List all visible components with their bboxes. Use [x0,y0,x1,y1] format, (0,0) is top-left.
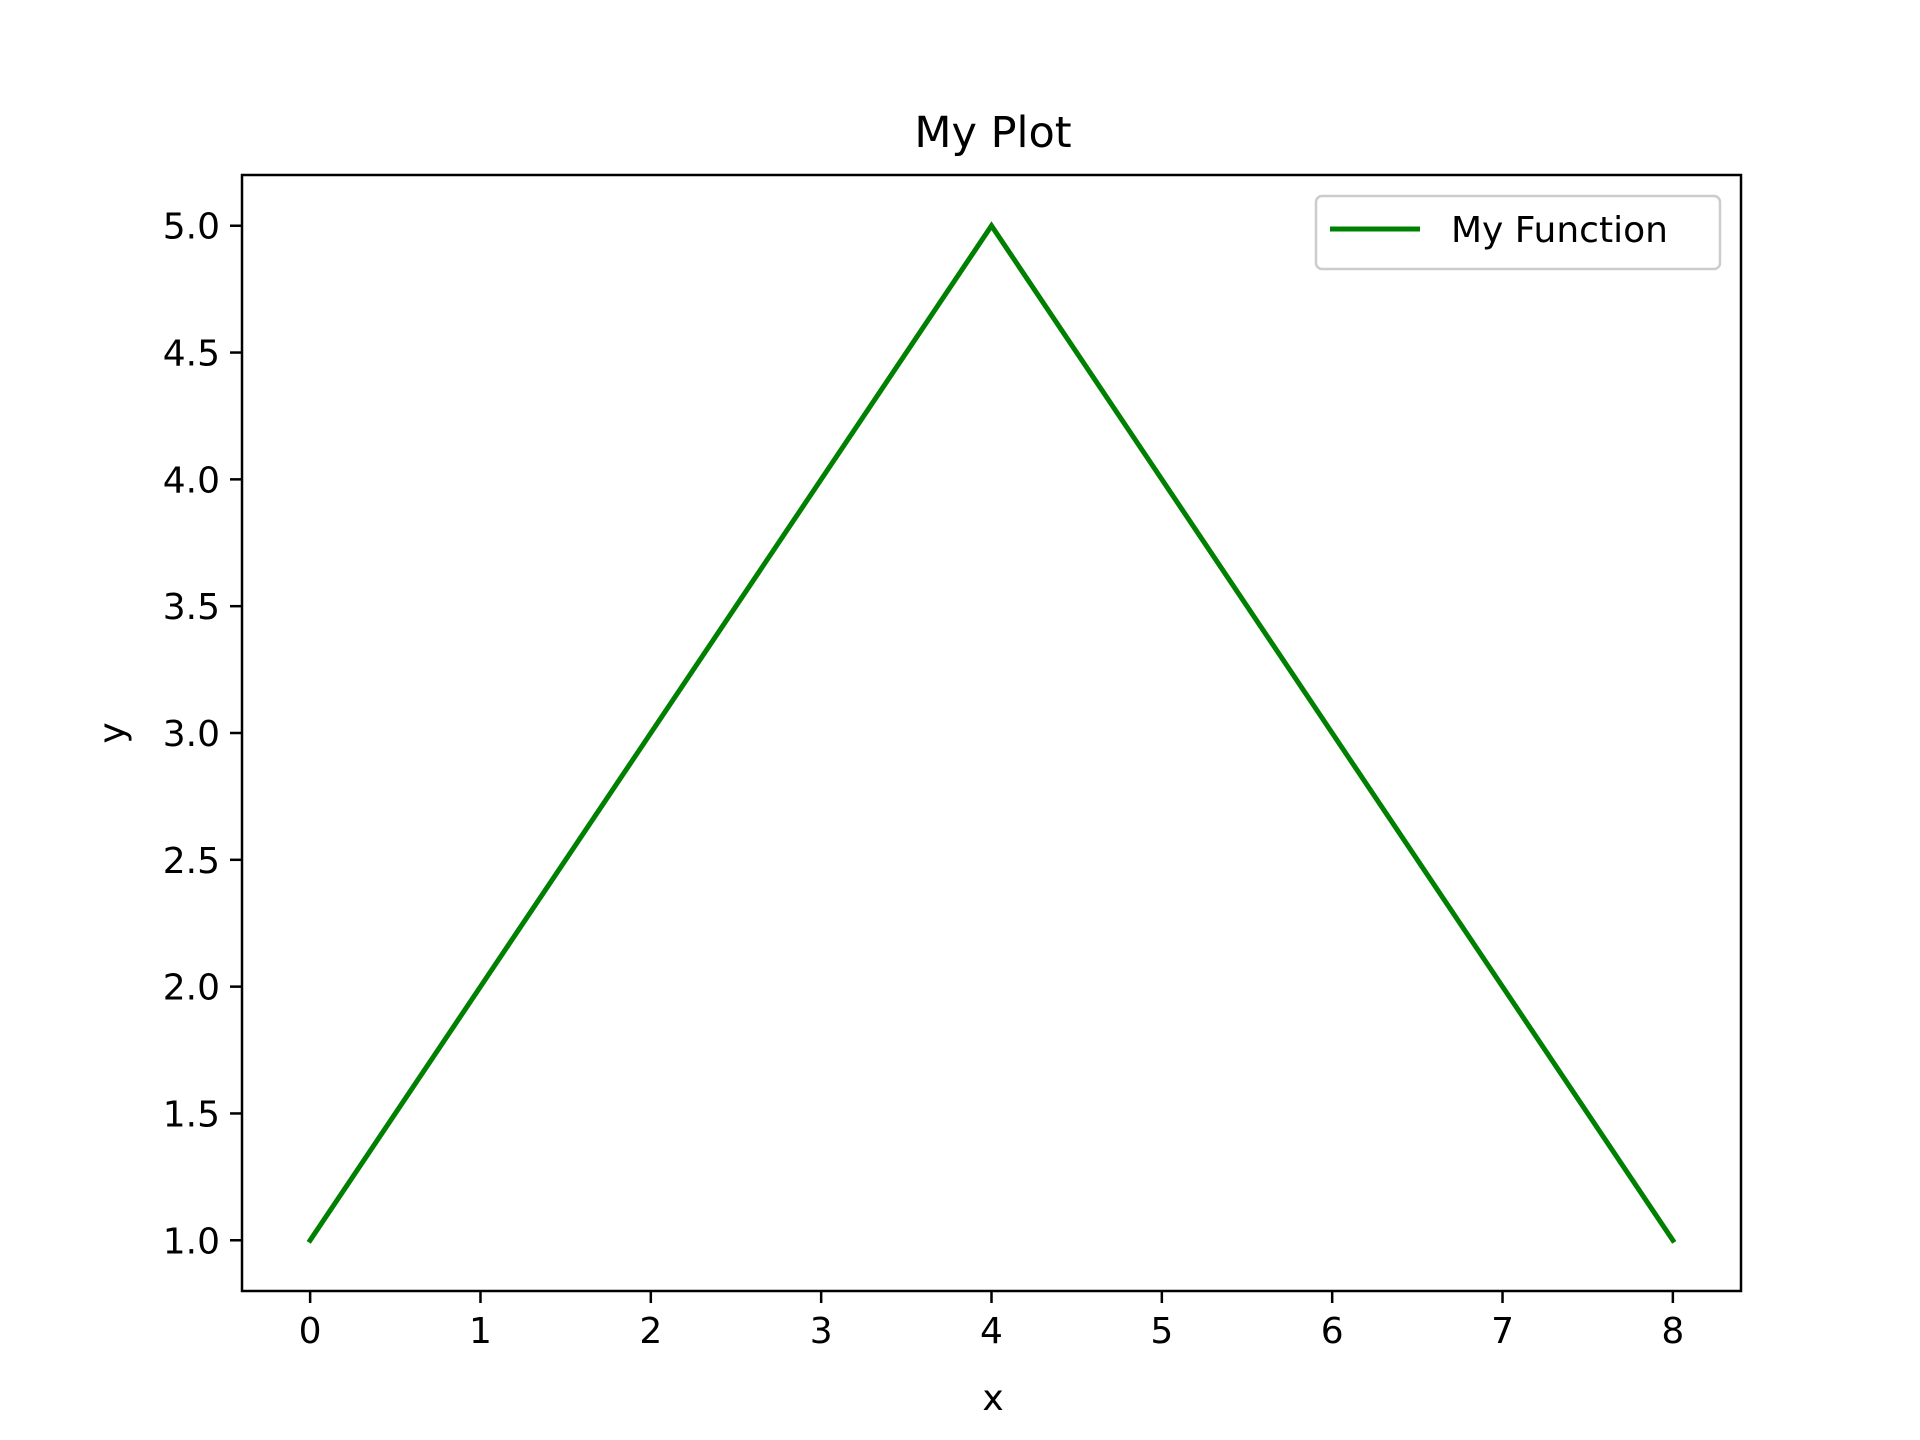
x-tick-label: 8 [1661,1311,1684,1352]
x-tick-label: 0 [299,1311,322,1352]
x-tick-label: 4 [980,1311,1003,1352]
y-tick-label: 4.5 [163,334,220,375]
y-tick-label: 3.5 [163,587,220,628]
series-line-1 [306,221,1677,1244]
plot-area: 0 1 2 3 4 5 6 7 8 1.0 1.5 2.0 2.5 3.0 3.5 4.0 4.5 5.0 [163,207,1685,1352]
x-tick-label: 2 [639,1311,662,1352]
x-tick-label: 7 [1491,1311,1514,1352]
x-tick-label: 1 [469,1311,492,1352]
x-tick-label: 6 [1321,1311,1344,1352]
y-tick-label: 3.0 [163,714,220,755]
y-axis-label: y [92,722,133,743]
y-tick-label: 1.0 [163,1221,220,1262]
y-tick-label: 2.0 [163,968,220,1009]
y-tick-label: 2.5 [163,841,220,882]
chart-title: My Plot [914,108,1071,158]
y-tick-label: 4.0 [163,460,220,501]
y-tick-label: 5.0 [163,207,220,248]
y-tick-label: 1.5 [163,1094,220,1135]
plot-frame [240,173,1743,1293]
x-axis-label: x [982,1378,1003,1419]
x-tick-label: 3 [810,1311,833,1352]
legend: My Function [1314,194,1722,271]
x-tick-label: 5 [1150,1311,1173,1352]
legend-label: My Function [1451,210,1668,251]
legend-box [1314,194,1722,271]
